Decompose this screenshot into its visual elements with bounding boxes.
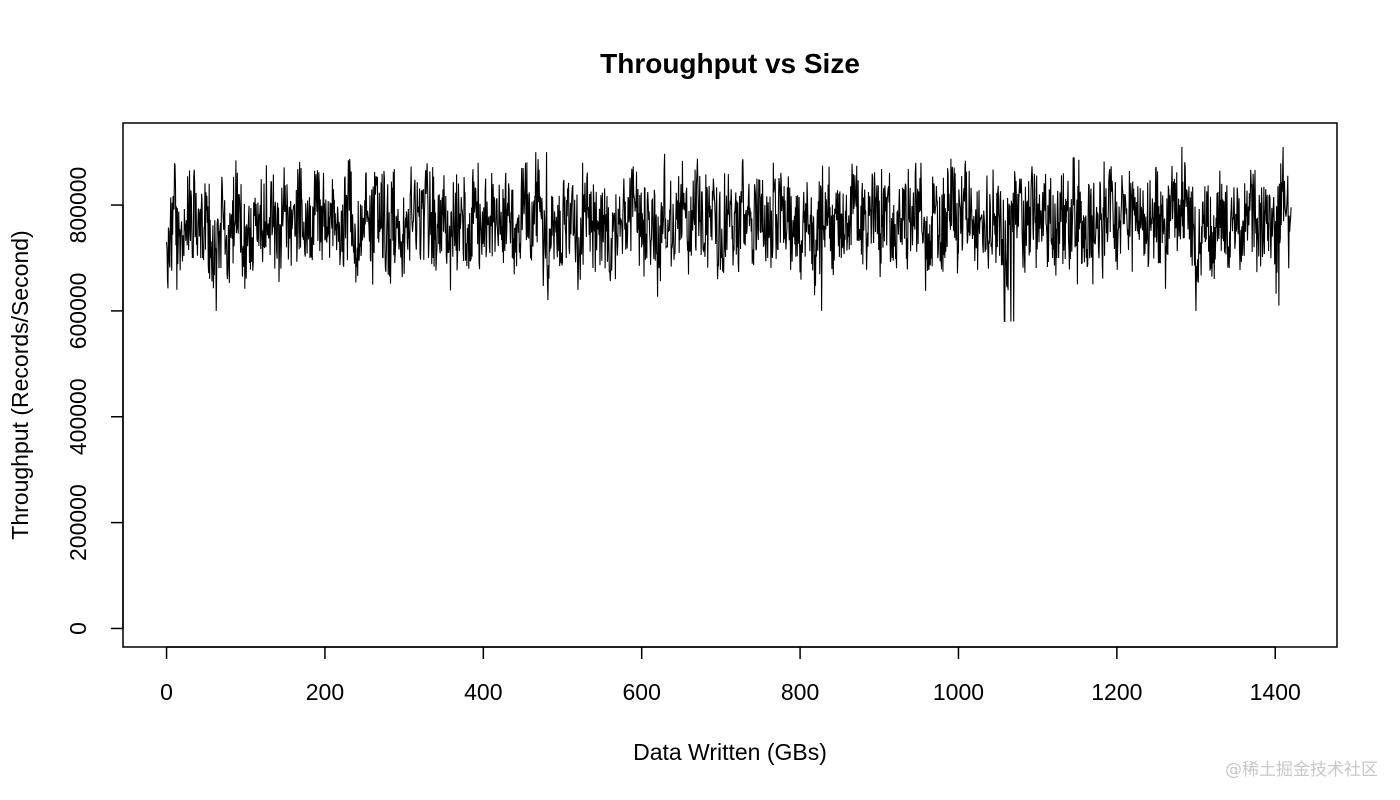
x-tick-label: 0 [160, 679, 173, 705]
y-tick-label: 400000 [65, 378, 91, 455]
x-axis-label: Data Written (GBs) [633, 739, 827, 765]
watermark-text: @稀土掘金技术社区 [1225, 760, 1378, 780]
x-tick-label: 1400 [1250, 679, 1301, 705]
y-tick-label: 600000 [65, 273, 91, 350]
y-tick-label: 200000 [65, 484, 91, 561]
x-tick-label: 400 [464, 679, 502, 705]
x-tick-label: 1200 [1091, 679, 1142, 705]
x-axis: 0 200 400 600 800 1000 1200 1400 [160, 646, 1301, 705]
throughput-line [166, 146, 1292, 323]
chart-title: Throughput vs Size [600, 48, 860, 79]
x-tick-label: 600 [623, 679, 661, 705]
x-tick-label: 800 [781, 679, 819, 705]
y-tick-label: 800000 [65, 167, 91, 244]
y-tick-label: 0 [65, 622, 91, 635]
x-tick-label: 1000 [933, 679, 984, 705]
y-axis: 0 200000 400000 600000 800000 [65, 167, 124, 635]
y-axis-label: Throughput (Records/Second) [7, 230, 33, 539]
series-group [166, 146, 1292, 323]
x-tick-label: 200 [306, 679, 344, 705]
